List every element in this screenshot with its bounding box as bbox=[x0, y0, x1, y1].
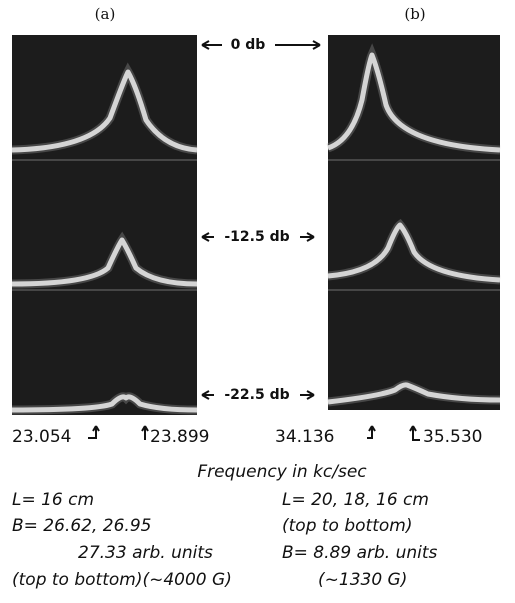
attenuation-label: 0 db bbox=[231, 37, 266, 53]
scope-screen bbox=[328, 35, 500, 410]
caption-line: L= 20, 18, 16 cm bbox=[282, 490, 429, 510]
arrow bbox=[300, 232, 315, 242]
marker-arrow bbox=[367, 425, 376, 439]
attenuation-arrows bbox=[201, 40, 321, 400]
caption-line: B= 8.89 arb. units bbox=[282, 543, 438, 563]
marker-arrow bbox=[141, 425, 149, 440]
frequency-marker: 34.136 bbox=[275, 427, 334, 447]
panel-b bbox=[326, 35, 501, 410]
panel-label: (b) bbox=[404, 5, 425, 23]
arrow bbox=[201, 40, 222, 50]
attenuation-label: -22.5 db bbox=[224, 387, 289, 403]
marker-arrow bbox=[409, 425, 420, 441]
caption-line: (top to bottom)(~4000 G) bbox=[12, 570, 232, 590]
frequency-marker: 23.899 bbox=[150, 427, 209, 447]
frequency-marker: 35.530 bbox=[423, 427, 482, 447]
panel-a bbox=[11, 35, 198, 415]
panel-label: (a) bbox=[95, 5, 116, 23]
arrow bbox=[201, 390, 214, 400]
caption-line: L= 16 cm bbox=[12, 490, 94, 510]
caption-line: 27.33 arb. units bbox=[78, 543, 213, 563]
trace bbox=[11, 69, 198, 153]
trace bbox=[11, 394, 198, 413]
caption-line: (~1330 G) bbox=[318, 570, 407, 590]
caption-line: (top to bottom) bbox=[282, 516, 412, 536]
frequency-marker: 23.054 bbox=[12, 427, 71, 447]
attenuation-label: -12.5 db bbox=[224, 229, 289, 245]
scope-screen bbox=[12, 35, 197, 415]
trace bbox=[327, 222, 501, 283]
trace bbox=[327, 52, 501, 153]
caption-line: B= 26.62, 26.95 bbox=[12, 516, 151, 536]
arrow bbox=[300, 390, 315, 400]
trace bbox=[11, 237, 198, 287]
marker-arrow bbox=[88, 425, 100, 439]
arrow bbox=[201, 232, 214, 242]
arrow bbox=[275, 40, 321, 50]
axis-caption: Frequency in kc/sec bbox=[197, 462, 367, 482]
trace bbox=[327, 382, 501, 405]
